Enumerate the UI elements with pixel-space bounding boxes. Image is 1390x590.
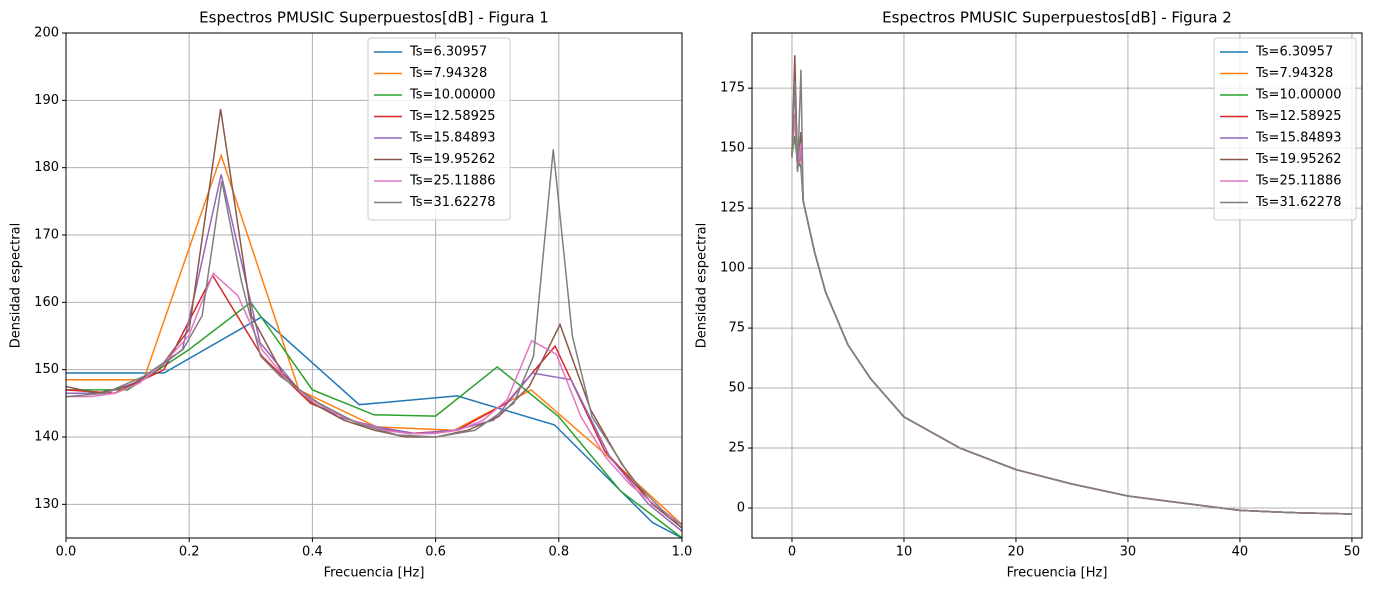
series-line xyxy=(66,316,682,538)
y-tick-label: 175 xyxy=(720,81,745,96)
series-line xyxy=(66,108,682,529)
chart-title: Espectros PMUSIC Superpuestos[dB] - Figu… xyxy=(882,9,1232,27)
series-line xyxy=(791,69,1352,515)
legend-label: Ts=31.62278 xyxy=(1255,195,1341,210)
legend-label: Ts=12.58925 xyxy=(409,109,495,124)
y-tick-label: 150 xyxy=(34,362,59,377)
axes-frame xyxy=(751,32,1363,539)
legend-label: Ts=7.94328 xyxy=(1255,66,1333,81)
y-axis-label: Densidad espectral xyxy=(9,223,24,348)
y-tick-label: 170 xyxy=(34,228,59,243)
legend-label: Ts=15.84893 xyxy=(1255,131,1341,146)
x-tick-label: 10 xyxy=(896,545,913,560)
plot-area xyxy=(791,55,1352,515)
y-tick-label: 50 xyxy=(728,381,745,396)
legend-box xyxy=(1213,37,1357,221)
series-line xyxy=(66,273,682,529)
x-tick-label: 0.6 xyxy=(425,545,446,560)
x-tick-label: 0.4 xyxy=(302,545,323,560)
x-tick-label: 1.0 xyxy=(672,545,693,560)
x-tick-label: 0.8 xyxy=(548,545,569,560)
x-tick-label: 20 xyxy=(1008,545,1025,560)
legend-label: Ts=10.00000 xyxy=(1255,88,1341,103)
y-tick-label: 25 xyxy=(728,441,745,456)
legend-label: Ts=7.94328 xyxy=(409,66,487,81)
legend-label: Ts=6.30957 xyxy=(409,45,487,60)
x-axis-label: Frecuencia [Hz] xyxy=(324,566,425,581)
legend-label: Ts=12.58925 xyxy=(1255,109,1341,124)
series-line xyxy=(66,174,682,532)
y-tick-label: 0 xyxy=(737,501,745,516)
legend-label: Ts=15.84893 xyxy=(409,131,495,146)
y-tick-label: 100 xyxy=(720,261,745,276)
y-tick-label: 140 xyxy=(34,430,59,445)
y-tick-label: 130 xyxy=(34,497,59,512)
x-tick-label: 40 xyxy=(1232,545,1249,560)
legend-label: Ts=6.30957 xyxy=(1255,45,1333,60)
x-tick-label: 0.2 xyxy=(179,545,200,560)
legend-label: Ts=19.95262 xyxy=(409,152,495,167)
y-tick-label: 200 xyxy=(34,26,59,41)
series-line xyxy=(66,301,682,538)
x-tick-label: 0 xyxy=(788,545,796,560)
legend-box xyxy=(367,37,511,221)
y-tick-label: 125 xyxy=(720,201,745,216)
y-axis-label: Densidad espectral xyxy=(695,223,710,348)
x-tick-label: 30 xyxy=(1120,545,1137,560)
y-tick-label: 75 xyxy=(728,321,745,336)
legend-label: Ts=31.62278 xyxy=(409,195,495,210)
x-axis-label: Frecuencia [Hz] xyxy=(1007,566,1108,581)
y-tick-label: 150 xyxy=(720,141,745,156)
y-tick-label: 180 xyxy=(34,160,59,175)
legend-label: Ts=25.11886 xyxy=(409,174,495,189)
plot-area xyxy=(66,108,682,538)
legend-label: Ts=10.00000 xyxy=(409,88,495,103)
x-tick-label: 50 xyxy=(1344,545,1361,560)
y-tick-label: 190 xyxy=(34,93,59,108)
x-tick-label: 0.0 xyxy=(56,545,77,560)
chart-title: Espectros PMUSIC Superpuestos[dB] - Figu… xyxy=(199,9,549,27)
series-line xyxy=(66,149,682,526)
axes-frame xyxy=(65,32,683,539)
legend-label: Ts=25.11886 xyxy=(1255,174,1341,189)
y-tick-label: 160 xyxy=(34,295,59,310)
legend-label: Ts=19.95262 xyxy=(1255,152,1341,167)
series-line xyxy=(66,272,682,526)
